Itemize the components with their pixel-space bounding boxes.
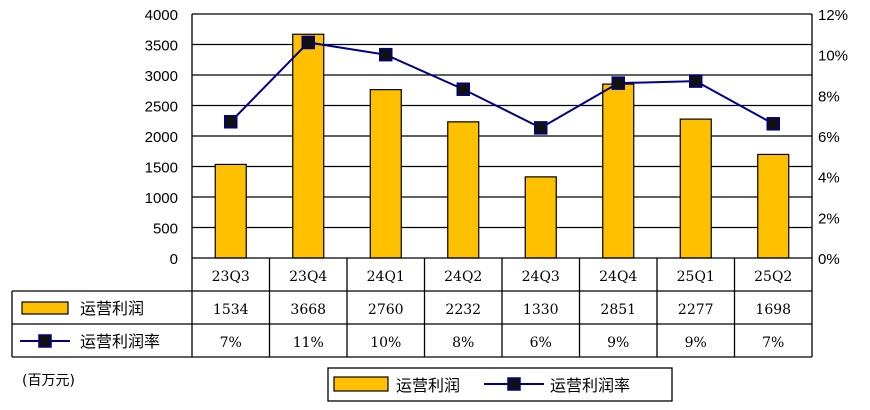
bar [369, 89, 402, 259]
legend-label-operating-profit: 运营利润 [396, 376, 460, 395]
y-left-tick-label: 2000 [145, 129, 178, 146]
bar [757, 153, 790, 259]
x-tick-label: 24Q2 [444, 269, 482, 285]
y-left-tick-label: 2500 [145, 99, 178, 116]
x-tick-label: 23Q3 [212, 269, 250, 285]
unit-label: (百万元) [22, 373, 75, 389]
y-right-tick-label: 10% [818, 48, 848, 65]
table-cell-operating-profit: 3668 [290, 302, 326, 318]
y-right-tick-label: 0% [818, 251, 840, 268]
bar [602, 83, 635, 259]
y-left-tick-label: 1500 [145, 160, 178, 177]
table-cell-operating-margin: 8% [452, 335, 474, 351]
data-point [379, 47, 393, 62]
table-cell-operating-margin: 7% [762, 335, 784, 351]
bar [524, 176, 557, 259]
table-cell-operating-profit: 2760 [368, 302, 404, 318]
x-tick-label: 25Q2 [754, 269, 792, 285]
legend: 运营利润 运营利润率 [327, 367, 673, 402]
data-table: 23Q3 23Q4 24Q1 24Q2 24Q3 24Q4 25Q1 25Q2 1534 3668… [11, 257, 813, 358]
data-point [766, 117, 780, 131]
gridlines [192, 13, 812, 229]
x-tick-label: 25Q1 [677, 269, 715, 285]
x-tick-label: 23Q4 [289, 269, 327, 285]
table-cell-operating-profit: 1534 [213, 302, 249, 318]
row-key-marker [38, 334, 52, 348]
bar-series-operating-profit [214, 33, 790, 259]
table-cell-operating-margin: 9% [685, 335, 707, 351]
table-cell-operating-profit: 2277 [678, 302, 714, 318]
data-point [611, 76, 625, 90]
table-cell-operating-profit: 2232 [445, 302, 481, 318]
legend-marker-operating-margin [507, 377, 521, 391]
table-cell-operating-margin: 11% [293, 335, 324, 351]
bar [679, 118, 712, 259]
x-tick-label: 24Q4 [599, 269, 637, 285]
row-header-operating-margin: 运营利润率 [80, 332, 160, 351]
data-point [224, 115, 238, 129]
table-cell-operating-profit: 1330 [523, 302, 559, 318]
y-left-tick-label: 500 [153, 221, 178, 238]
y-right-tick-label: 4% [818, 170, 840, 187]
y-left-tick-label: 1000 [145, 190, 178, 207]
bar [292, 33, 325, 259]
bar [214, 163, 247, 259]
y-right-tick-label: 12% [818, 7, 848, 24]
table-cell-operating-profit: 1698 [755, 302, 791, 318]
y-right-tick-label: 6% [818, 129, 840, 146]
table-cell-operating-profit: 2851 [600, 302, 636, 318]
y-left-tick-label: 3500 [145, 38, 178, 55]
row-header-operating-profit: 运营利润 [80, 299, 144, 318]
data-point [301, 35, 315, 50]
axes: 0 500 1000 1500 2000 2500 3000 3500 4000 0% 2% 4% 6%… [145, 7, 848, 268]
y-right-tick-label: 8% [818, 88, 840, 105]
y-right-tick-label: 2% [818, 210, 840, 227]
row-key-bar-swatch [21, 301, 69, 315]
table-cell-operating-margin: 10% [370, 335, 401, 351]
table-cell-operating-margin: 6% [530, 335, 552, 351]
x-tick-label: 24Q1 [367, 269, 405, 285]
data-point [689, 74, 703, 88]
y-left-tick-label: 3000 [145, 68, 178, 85]
legend-label-operating-margin: 运营利润率 [550, 376, 630, 395]
legend-swatch-operating-profit [333, 376, 389, 392]
table-cell-operating-margin: 9% [607, 335, 629, 351]
data-point [456, 82, 470, 96]
bar [447, 121, 480, 259]
table-cell-operating-margin: 7% [220, 335, 242, 351]
series-line [230, 41, 774, 130]
y-left-tick-label: 4000 [145, 7, 178, 24]
data-point [534, 121, 548, 135]
x-tick-label: 24Q3 [522, 269, 560, 285]
y-left-tick-label: 0 [170, 251, 178, 268]
line-series-operating-margin [224, 35, 780, 135]
